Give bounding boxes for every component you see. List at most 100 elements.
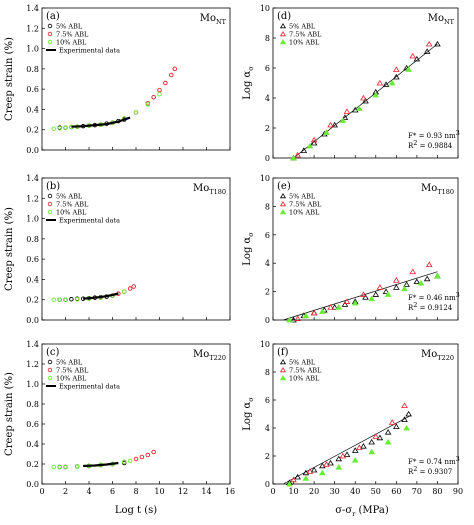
legend-marker [279, 359, 287, 365]
data-point [384, 438, 392, 445]
x-label-main: σ-σ [335, 505, 352, 516]
data-point [145, 452, 150, 458]
y-tick-label: 0.2 [26, 460, 39, 469]
panel-a: 0.0 0.2 0.4 0.6 0.8 1.0 1.2 1.4 Creep strain (%)… [4, 4, 231, 155]
data-point [360, 443, 367, 449]
legend-label: 10% ABL [289, 209, 320, 217]
y-axis-label-sub: σ [247, 66, 255, 71]
y-tick-label: 2 [265, 452, 270, 461]
data-point [351, 447, 359, 453]
data-point [341, 114, 349, 120]
y-tick-label: 0.4 [26, 440, 39, 449]
data-point [376, 79, 384, 86]
data-point [310, 309, 318, 316]
y-tick-label: 8 [265, 368, 270, 377]
x-tick-label: 50 [371, 487, 381, 496]
data-point [294, 473, 301, 480]
y-tick-label: 4 [265, 259, 270, 268]
data-point [63, 125, 68, 130]
r2-sup: 2 [413, 139, 417, 147]
legend-marker [279, 193, 287, 199]
data-point [343, 298, 351, 304]
fstar-annotation: F* = 0.74 nm3 [408, 455, 460, 466]
y-tick-label: 8 [265, 34, 270, 43]
y-tick-label: 2 [265, 124, 270, 133]
data-point [74, 464, 80, 469]
y-tick-label: 0.0 [26, 146, 39, 155]
y-axis-label-main: Log α [242, 401, 253, 430]
material-label-sub: NT [216, 18, 227, 26]
y-axis-label: Log ασ [242, 397, 255, 431]
y-tick-label: 0.6 [26, 85, 39, 94]
data-point [368, 448, 375, 455]
data-point [405, 66, 412, 72]
x-tick-label: 8 [133, 487, 138, 496]
y-tick-label: 1.2 [26, 24, 39, 33]
data-point [339, 452, 347, 459]
legend-marker [47, 367, 53, 373]
y-tick-label: 0.2 [26, 126, 39, 135]
data-point [319, 462, 326, 469]
x-tick-label: 0 [39, 487, 44, 496]
data-point [362, 294, 369, 300]
y-tick-label: 8 [265, 202, 270, 211]
y-tick-label: 1.0 [26, 45, 39, 54]
y-axis-label-main: Log α [242, 236, 253, 265]
experimental-line [83, 292, 119, 300]
y-axis-label: Log ασ [242, 66, 255, 100]
data-point [362, 97, 369, 104]
material-label-main: Mo [193, 349, 209, 360]
x-tick-label: 2 [63, 487, 68, 496]
y-axis-label: Log ασ [242, 232, 255, 266]
data-point [403, 281, 410, 287]
fstar-sup: 3 [456, 291, 460, 299]
data-point [372, 91, 380, 98]
data-point [382, 81, 390, 87]
x-tick-label: 16 [225, 487, 235, 496]
legend-marker [279, 31, 287, 37]
data-point [401, 285, 408, 292]
legend-label: 10% ABL [56, 375, 87, 383]
x-tick-label: 60 [391, 487, 401, 496]
material-label-main: Mo [421, 349, 437, 360]
data-point [294, 151, 301, 158]
y-tick-label: 0.2 [26, 296, 39, 305]
data-point [327, 121, 334, 128]
data-point [290, 316, 297, 323]
data-point [335, 304, 343, 310]
data-point [423, 48, 431, 54]
x-tick-label: 10 [288, 487, 298, 496]
legend-label: 5% ABL [289, 193, 316, 201]
y-tick-label: 1.2 [26, 194, 39, 203]
data-point [286, 480, 293, 487]
material-label: MoT220 [193, 349, 226, 362]
fit-line [283, 271, 438, 321]
data-point [434, 272, 441, 279]
y-tick-label: 0.4 [26, 275, 39, 284]
experimental-line [83, 461, 119, 468]
legend-label: Experimental data [59, 217, 120, 225]
y-tick-label: 10 [260, 340, 270, 349]
data-point [302, 469, 310, 476]
data-point [310, 136, 318, 143]
panel-c: 0 2 4 6 8 10 12 14 16 0.0 0.2 0.4 0.6 0.8 1.0 1.2 1.4 Cre… [4, 340, 235, 496]
plot-frame [272, 343, 459, 485]
data-point [413, 55, 421, 62]
legend-marker [279, 367, 287, 373]
material-label-main: Mo [428, 13, 444, 24]
data-point [151, 95, 156, 100]
panel-label: (b) [46, 181, 60, 192]
r2-value: = 0.9124 [417, 304, 452, 312]
legend-label: 5% ABL [56, 193, 83, 201]
y-tick-label: 6 [265, 231, 270, 240]
r2-text: R [408, 304, 414, 312]
data-point [341, 301, 349, 307]
y-tick-label: 0.8 [26, 400, 39, 409]
material-label-sub: T180 [437, 188, 454, 196]
x-tick-label: 80 [432, 487, 442, 496]
data-point [131, 284, 136, 289]
y-axis-label-sub: σ [247, 397, 255, 402]
data-point [356, 444, 363, 450]
y-tick-label: 0 [265, 480, 270, 489]
